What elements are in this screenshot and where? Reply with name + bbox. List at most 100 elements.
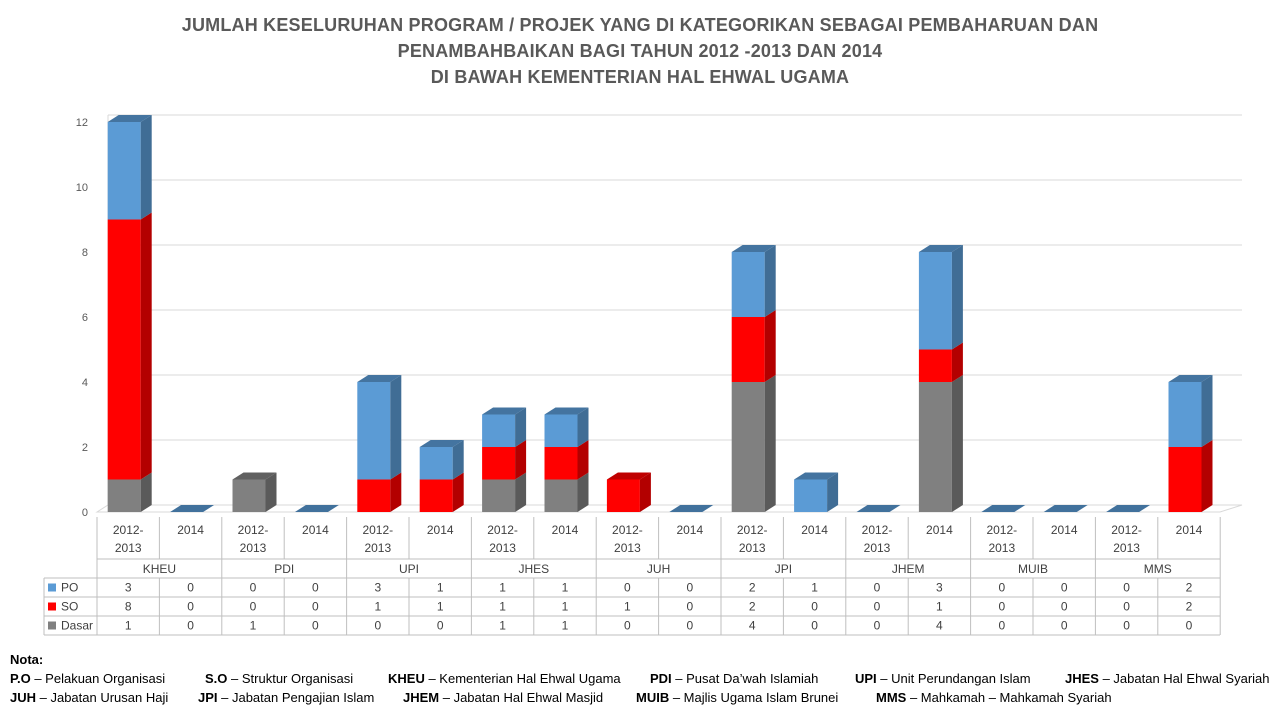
axis-floor (95, 504, 1243, 513)
table-value-so: 0 (998, 600, 1005, 614)
bar-jhes-2012-2013-dasar (482, 479, 516, 512)
note-item-mms: MMS – Mahkamah – Mahkamah Syariah (876, 688, 1112, 707)
legend-key-po (48, 583, 56, 592)
period-label: 2013 (739, 541, 766, 555)
y-tick-label: 2 (82, 442, 88, 454)
bar-jpi-2012-2013-so-side (764, 310, 776, 382)
table-value-dasar: 0 (1186, 619, 1193, 633)
bar-jhem-2014-dasar (918, 382, 952, 512)
bar-upi-2012-2013-po-side (390, 375, 402, 480)
group-label-jpi: JPI (775, 562, 792, 576)
note-abbr: PDI (650, 671, 672, 686)
note-abbr: JPI (198, 690, 218, 705)
period-label: 2014 (801, 523, 828, 537)
bar-jhes-2012-2013-po-side (515, 407, 527, 447)
bar-jhem-2012-2013-zero (856, 505, 901, 512)
period-label: 2012- (737, 523, 768, 537)
bar-pdi-2012-2013-dasar (232, 479, 266, 512)
bar-upi-2014-po-top (419, 440, 464, 447)
notes-row-2: JUH – Jabatan Urusan Haji JPI – Jabatan P… (10, 688, 1275, 707)
legend-key-so (48, 602, 56, 611)
table-value-dasar: 0 (1061, 619, 1068, 633)
table-value-dasar: 0 (374, 619, 381, 633)
period-label: 2014 (926, 523, 953, 537)
chart-title: JUMLAH KESELURUHAN PROGRAM / PROJEK YANG… (0, 12, 1280, 90)
bar-jpi-2012-2013-po-top (731, 245, 776, 252)
table-value-dasar: 4 (936, 619, 943, 633)
period-label: 2013 (864, 541, 891, 555)
bar-pdi-2014-zero (294, 505, 339, 512)
table-value-po: 1 (437, 581, 444, 595)
note-desc: – Unit Perundangan Islam (876, 671, 1031, 686)
table-value-so: 2 (1186, 600, 1193, 614)
bar-kheu-2014-zero (170, 505, 215, 512)
table-value-po: 1 (811, 581, 818, 595)
table-value-dasar: 1 (499, 619, 506, 633)
group-label-mms: MMS (1144, 562, 1172, 576)
bar-muib-2014-zero (1043, 505, 1088, 512)
y-tick-label: 6 (82, 312, 88, 324)
table-value-po: 0 (686, 581, 693, 595)
table-value-so: 1 (499, 600, 506, 614)
bar-jhes-2014-dasar (544, 479, 578, 512)
note-item-po: P.O – Pelakuan Organisasi (10, 669, 165, 688)
bar-juh-2012-2013-so-top (606, 472, 651, 480)
table-value-so: 0 (250, 600, 257, 614)
table-value-dasar: 4 (749, 619, 756, 633)
table-value-po: 3 (125, 581, 132, 595)
table-value-dasar: 1 (125, 619, 132, 633)
note-abbr: S.O (205, 671, 228, 686)
note-item-pdi: PDI – Pusat Da’wah Islamiah (650, 669, 818, 688)
bar-kheu-2012-2013-so (107, 219, 141, 480)
note-desc: – Majlis Ugama Islam Brunei (669, 690, 839, 705)
y-tick-label: 4 (82, 377, 88, 389)
period-label: 2012- (113, 523, 144, 537)
legend-label-so: SO (61, 600, 78, 614)
period-label: 2013 (364, 541, 391, 555)
table-value-dasar: 0 (437, 619, 444, 633)
chart-title-line-2: PENAMBAHBAIKAN BAGI TAHUN 2012 -2013 DAN… (397, 41, 883, 61)
bar-juh-2012-2013-so (606, 479, 640, 512)
note-item-so: S.O – Struktur Organisasi (205, 669, 353, 688)
note-abbr: JUH (10, 690, 37, 705)
bar-jhes-2012-2013-dasar-side (515, 472, 527, 512)
bar-jhes-2012-2013-po-top (482, 407, 527, 415)
bar-upi-2014-po (419, 447, 453, 480)
table-value-dasar: 0 (811, 619, 818, 633)
table-value-po: 2 (749, 581, 756, 595)
table-value-dasar: 0 (686, 619, 693, 633)
note-abbr: MUIB (636, 690, 670, 705)
period-label: 2014 (177, 523, 204, 537)
period-label: 2013 (489, 541, 516, 555)
bar-jhes-2012-2013-po (482, 414, 516, 447)
period-label: 2012- (362, 523, 393, 537)
note-item-jhem: JHEM – Jabatan Hal Ehwal Masjid (403, 688, 603, 707)
table-value-po: 1 (499, 581, 506, 595)
note-desc: – Kementerian Hal Ehwal Ugama (424, 671, 621, 686)
note-abbr: JHES (1065, 671, 1099, 686)
table-value-so: 0 (686, 600, 693, 614)
period-label: 2014 (427, 523, 454, 537)
group-label-jhes: JHES (518, 562, 549, 576)
bar-mms-2014-so (1168, 447, 1202, 512)
period-label: 2013 (988, 541, 1015, 555)
table-value-dasar: 0 (624, 619, 631, 633)
table-value-so: 1 (437, 600, 444, 614)
table-value-so: 0 (1061, 600, 1068, 614)
table-value-dasar: 0 (998, 619, 1005, 633)
period-label: 2012- (986, 523, 1017, 537)
group-label-muib: MUIB (1018, 562, 1048, 576)
bar-jhes-2014-so-side (577, 440, 589, 480)
period-label: 2012- (862, 523, 893, 537)
period-label: 2014 (1051, 523, 1078, 537)
bar-upi-2014-so (419, 479, 453, 512)
period-label: 2014 (676, 523, 703, 537)
period-label: 2013 (240, 541, 267, 555)
y-tick-label: 12 (76, 117, 88, 129)
period-label: 2013 (614, 541, 641, 555)
bar-jpi-2014-po-side (827, 472, 839, 512)
period-label: 2012- (1111, 523, 1142, 537)
bar-kheu-2012-2013-po-top (107, 115, 152, 122)
note-abbr: JHEM (403, 690, 440, 705)
group-label-pdi: PDI (274, 562, 294, 576)
